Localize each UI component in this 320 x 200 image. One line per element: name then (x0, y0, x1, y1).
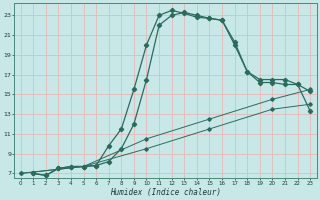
X-axis label: Humidex (Indice chaleur): Humidex (Indice chaleur) (110, 188, 221, 197)
